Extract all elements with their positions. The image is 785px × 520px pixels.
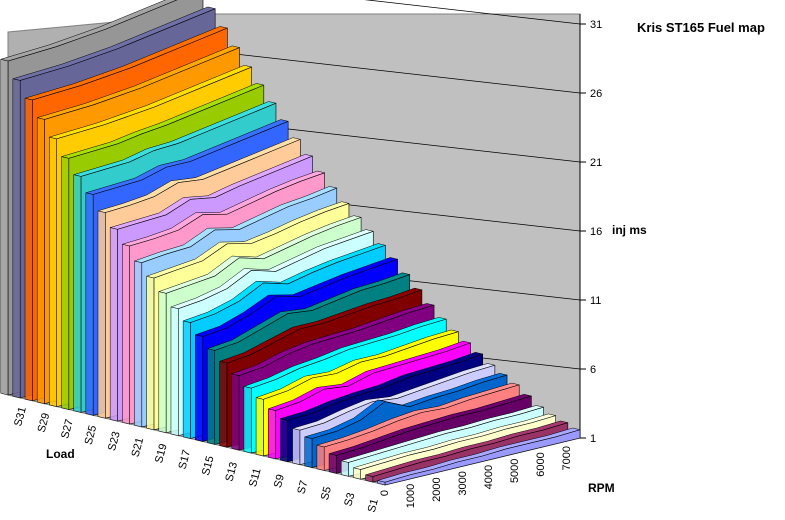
series-area-S2 [372, 422, 569, 483]
series-side-S20 [146, 275, 155, 431]
series-side-S7 [304, 436, 313, 468]
z-tick-label: 11 [590, 295, 601, 307]
z-gridline [199, 49, 581, 94]
series-side-S4 [340, 460, 349, 477]
rpm-tick-label: 3000 [457, 471, 469, 495]
rpm-tick-label: 5000 [509, 459, 521, 483]
series-side-S29 [36, 117, 45, 405]
series-side-S12 [243, 386, 252, 454]
load-tick-label: S21 [130, 436, 147, 458]
z-tick-label: 6 [590, 364, 596, 376]
z-tick-label: 26 [590, 88, 602, 100]
load-tick-label: S7 [295, 479, 310, 495]
series-area-S1 [384, 429, 581, 486]
series-side-S8 [292, 428, 301, 465]
series-side-S27 [61, 156, 70, 410]
load-tick-label: S1 [366, 498, 381, 514]
series-side-S17 [182, 320, 191, 439]
rpm-tick-label: 6000 [535, 452, 547, 476]
series-side-S26 [73, 174, 82, 413]
series-ribbon-S2 [364, 420, 569, 483]
z-axis-title: inj ms [612, 223, 647, 237]
load-axis-title: Load [46, 447, 75, 461]
series-side-S23 [109, 227, 118, 422]
z-tick-label: 31 [590, 19, 602, 31]
z-tick-label: 16 [590, 226, 602, 238]
load-tick-label: S27 [59, 418, 76, 440]
series-side-S21 [134, 260, 143, 428]
series-layer [0, 0, 581, 486]
load-tick-label: S5 [319, 485, 334, 501]
rpm-tick-label: 0 [379, 490, 391, 496]
series-side-S28 [49, 136, 57, 407]
series-side-S9 [280, 418, 288, 463]
rpm-tick-label: 7000 [561, 446, 573, 470]
load-tick-label: S9 [272, 473, 287, 489]
series-side-S32 [0, 58, 9, 396]
load-tick-label: S25 [83, 424, 100, 446]
series-side-S15 [207, 348, 215, 445]
load-tick-label: S23 [106, 430, 123, 452]
load-tick-label: S11 [247, 467, 263, 488]
series-side-S10 [268, 408, 276, 460]
series-side-S16 [195, 334, 203, 442]
series-side-S5 [328, 453, 337, 474]
series-side-S11 [255, 397, 264, 457]
series-side-S1 [377, 480, 386, 486]
z-tick-label: 21 [590, 157, 602, 169]
series-side-S2 [365, 474, 374, 483]
load-tick-labels: S1 S3 S5 S7 S9 S11 S13 S15 S17 S19 S21 S23 S25 S27 S29… [12, 406, 381, 514]
series-side-S31 [12, 78, 21, 399]
series-ribbon-S1 [376, 427, 581, 486]
series-side-S13 [231, 373, 240, 451]
series-side-S25 [85, 192, 94, 416]
load-tick-label: S15 [200, 455, 217, 477]
rpm-tick-label: 2000 [431, 477, 443, 501]
series-side-S22 [122, 243, 130, 425]
z-tick-label: 1 [590, 433, 596, 445]
load-tick-label: S3 [342, 492, 357, 508]
load-tick-label: S31 [12, 406, 29, 428]
series-side-S6 [316, 444, 325, 471]
series-side-S14 [219, 361, 228, 448]
chart-title: Kris ST165 Fuel map [637, 20, 765, 35]
rpm-tick-label: 1000 [405, 484, 417, 508]
series-side-S19 [158, 291, 167, 434]
rpm-tick-label: 4000 [483, 465, 495, 489]
series-side-S30 [24, 97, 33, 402]
rpm-tick-labels: 0 1000 2000 3000 4000 5000 6000 7000 [379, 446, 573, 508]
load-tick-label: S29 [36, 412, 53, 434]
load-tick-label: S13 [223, 461, 240, 483]
load-tick-label: S17 [177, 449, 194, 471]
series-side-S18 [170, 306, 179, 436]
series-side-S24 [97, 210, 106, 419]
z-gridline [364, 0, 581, 25]
rpm-axis-title: RPM [588, 481, 615, 495]
series-side-S3 [353, 467, 361, 480]
load-tick-label: S19 [153, 442, 170, 464]
